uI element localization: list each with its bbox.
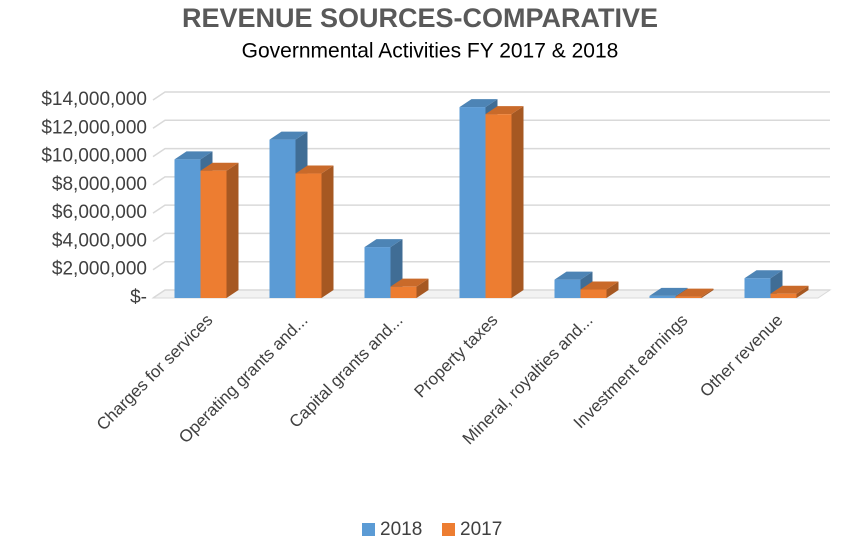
y-tick-label: $12,000,000 [41, 117, 147, 138]
bar-top [390, 278, 429, 287]
y-tick-label: $14,000,000 [41, 89, 147, 110]
bar-side [226, 162, 239, 298]
bar-top [744, 270, 783, 279]
bar-front [675, 296, 702, 298]
bar-front [744, 278, 771, 298]
bar [580, 281, 619, 298]
y-tick-label: $4,000,000 [52, 230, 147, 251]
legend-label: 2017 [460, 519, 502, 540]
bar [200, 162, 239, 298]
grid-line [152, 119, 830, 129]
bar-front [554, 279, 581, 298]
bar-side [606, 281, 619, 298]
bar-top [269, 131, 308, 140]
grid-line [152, 91, 830, 101]
bar-top [770, 285, 809, 294]
grid-line [152, 232, 830, 243]
bar [675, 288, 714, 298]
bar [390, 278, 429, 298]
bar-top [675, 288, 714, 297]
bar-side [511, 106, 524, 299]
bar-top [554, 271, 593, 280]
bar-side [701, 288, 714, 298]
bar-front [364, 247, 391, 298]
bar-front [390, 286, 417, 298]
bar [295, 165, 334, 298]
bar [770, 285, 809, 298]
bar-front [174, 159, 201, 298]
chart-title: REVENUE SOURCES-COMPARATIVE [182, 3, 658, 33]
bar-side [321, 165, 334, 298]
bar-top [649, 287, 688, 296]
bar [485, 106, 524, 299]
bar-front [485, 114, 512, 299]
legend-swatch [362, 523, 375, 536]
grid-line [152, 176, 830, 186]
y-tick-label: $8,000,000 [52, 174, 147, 195]
legend-label: 2018 [380, 519, 422, 540]
bar-top [580, 281, 619, 290]
bar-front [459, 107, 486, 298]
bar-front [770, 293, 797, 298]
bar-side [416, 278, 429, 298]
y-tick-label: $10,000,000 [41, 146, 147, 167]
bar-front [580, 289, 607, 298]
bar-front [295, 173, 322, 298]
bar-top [174, 151, 213, 160]
bar [744, 270, 783, 298]
bar-top [459, 99, 498, 108]
legend-swatch [442, 523, 455, 536]
y-tick-label: $6,000,000 [52, 202, 147, 223]
y-tick-label: $- [130, 287, 147, 308]
y-tick-label: $2,000,000 [52, 259, 147, 280]
bar-top [364, 239, 403, 248]
bar-front [649, 295, 676, 298]
grid-line [152, 147, 830, 158]
grid-line [152, 204, 830, 214]
bar-front [200, 170, 227, 298]
grid-line [152, 260, 830, 271]
bar-front [269, 139, 296, 298]
x-tick-label: Property taxes [411, 311, 502, 402]
bar-top [295, 165, 334, 174]
bar-top [200, 162, 239, 171]
chart-subtitle: Governmental Activities FY 2017 & 2018 [242, 40, 619, 63]
x-tick-label: Other revenue [696, 311, 786, 401]
bar-top [485, 106, 524, 115]
bar-side [796, 285, 809, 298]
